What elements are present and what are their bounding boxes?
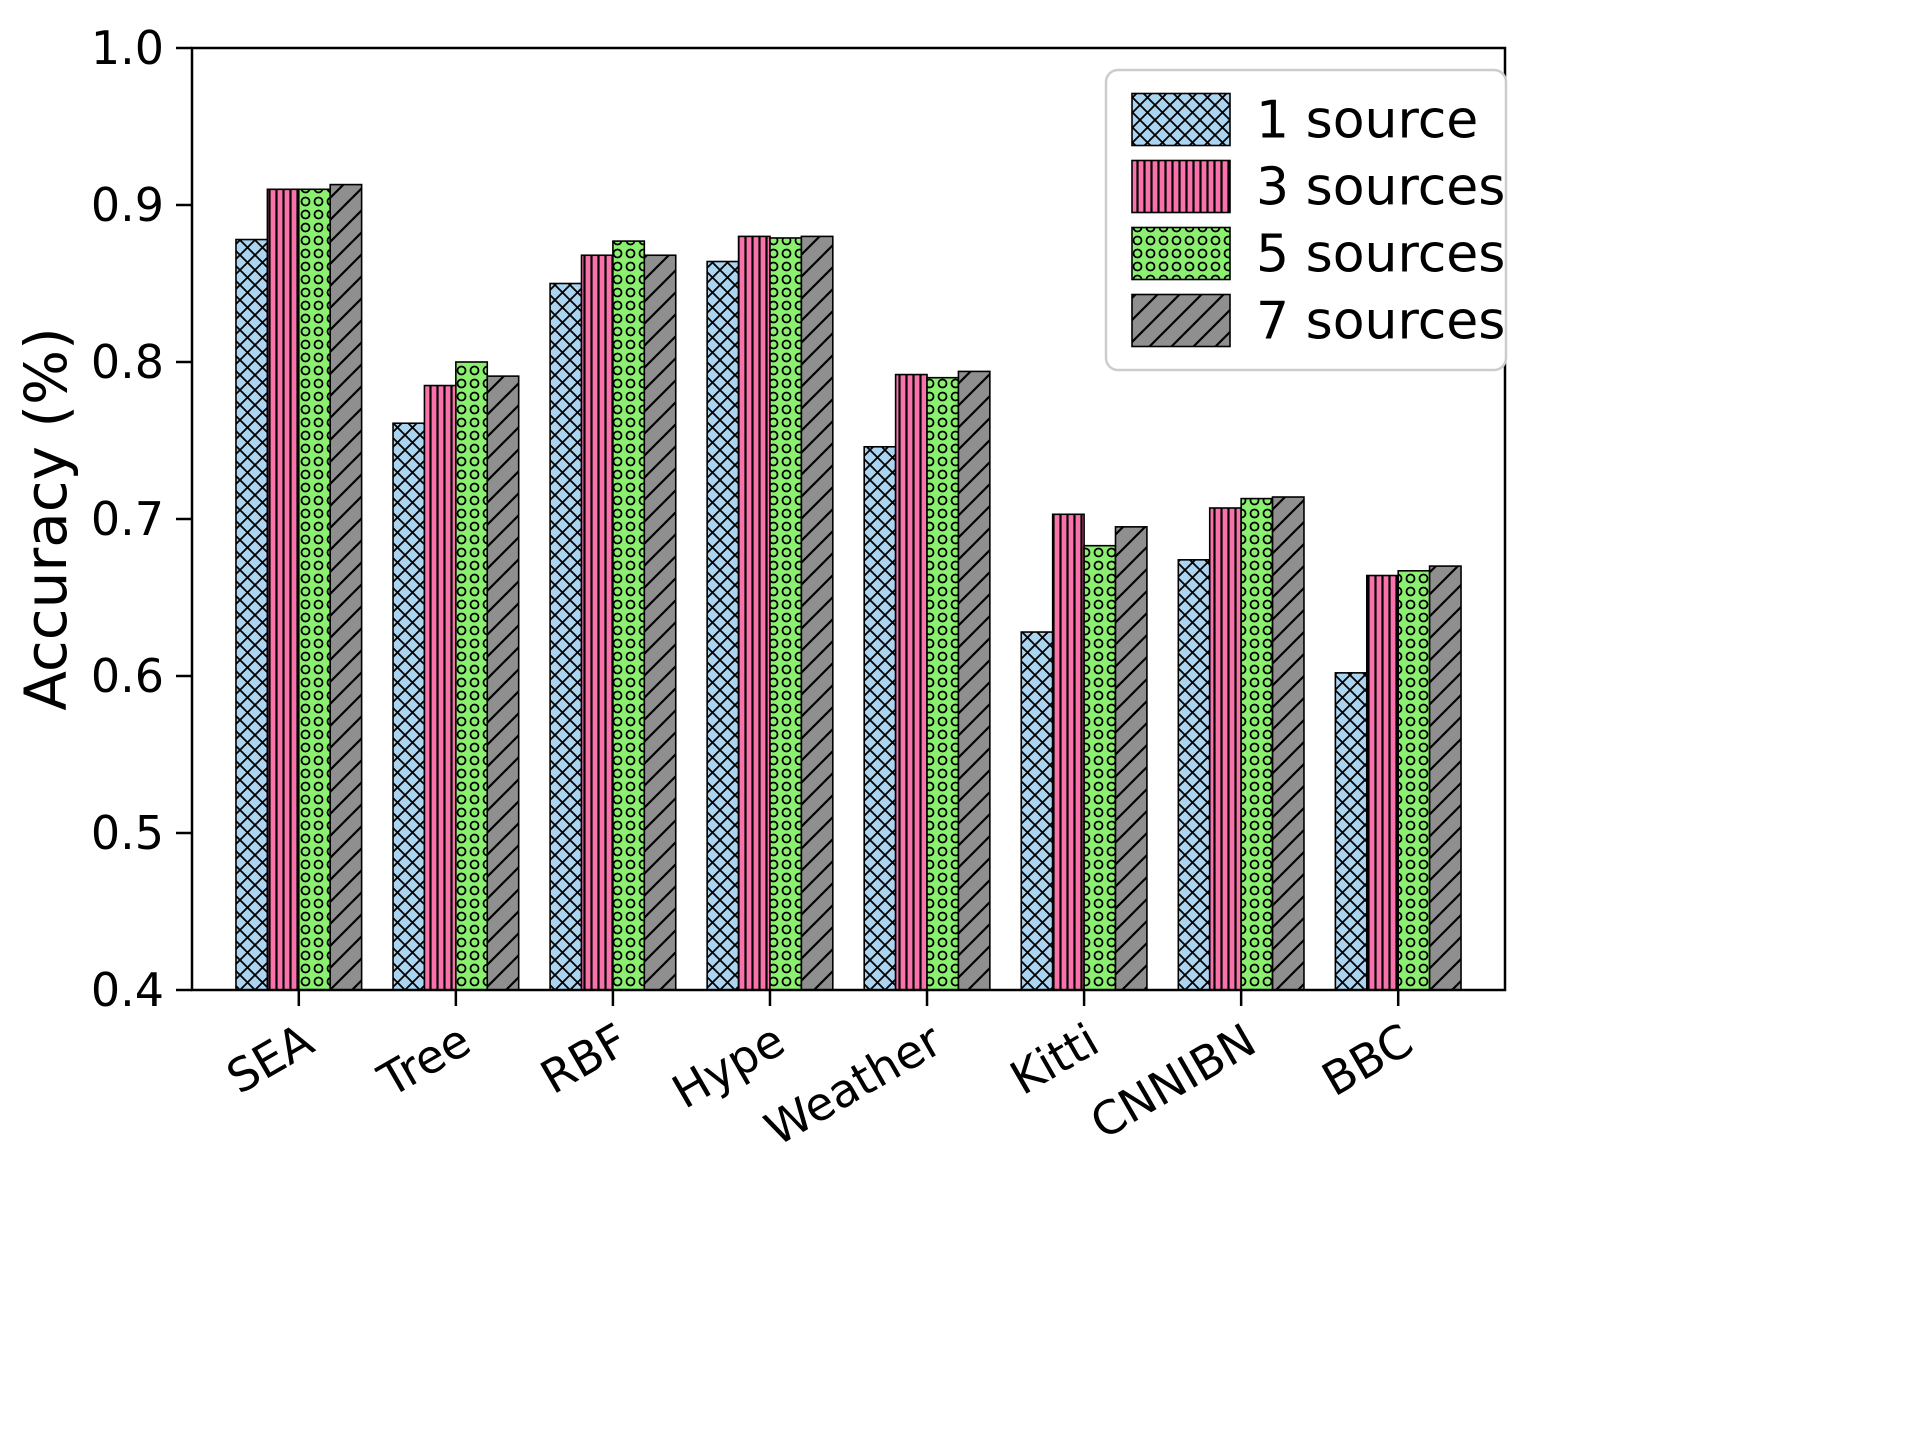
x-tick-label: Kitti (1001, 1013, 1108, 1106)
legend: 1 source 3 sources 5 sources 7 sources (1104, 68, 1508, 372)
bar-3-sources-Hype (737, 235, 771, 991)
bar-5-sources-SEA (297, 188, 332, 991)
bar-5-sources-BBC (1397, 570, 1431, 991)
bar-5-sources-Hype (769, 237, 803, 991)
bar-1-source-Weather (863, 445, 897, 991)
legend-label: 1 source (1256, 91, 1478, 151)
bar-7-sources-BBC (1428, 565, 1462, 991)
bar-3-sources-Kitti (1051, 513, 1085, 991)
bar-7-sources-Tree (486, 375, 520, 991)
bar-1-source-CNNIBN (1177, 559, 1211, 991)
x-tick-label: BBC (1313, 1013, 1422, 1107)
bar-7-sources-RBF (643, 254, 677, 991)
bar-3-sources-Tree (423, 384, 457, 991)
bar-5-sources-CNNIBN (1240, 497, 1274, 991)
bar-3-sources-Weather (894, 373, 928, 991)
bar-1-source-Hype (706, 260, 740, 991)
x-tick-label: Tree (368, 1013, 479, 1108)
bar-7-sources-Hype (800, 235, 834, 991)
y-tick-label: 1.0 (91, 21, 164, 75)
y-axis-label: Accuracy (%) (12, 327, 80, 711)
y-tick-label: 0.5 (91, 806, 164, 860)
y-tick-label: 0.7 (91, 492, 164, 546)
bar-5-sources-Weather (926, 376, 960, 991)
x-tick-label: Weather (756, 1013, 951, 1157)
legend-label: 7 sources (1256, 292, 1505, 352)
bar-1-source-BBC (1334, 672, 1368, 991)
legend-item-1-source: 1 source (1131, 91, 1478, 151)
bar-1-source-Tree (392, 422, 426, 991)
legend-item-7-sources: 7 sources (1131, 292, 1505, 352)
legend-item-3-sources: 3 sources (1131, 158, 1505, 218)
y-tick-label: 0.4 (91, 963, 164, 1017)
bar-7-sources-Weather (957, 370, 991, 991)
bars-layer (235, 183, 1462, 991)
legend-label: 3 sources (1256, 158, 1505, 218)
bar-5-sources-Kitti (1083, 544, 1117, 991)
bar-1-source-SEA (235, 238, 269, 991)
bar-1-source-RBF (549, 282, 583, 991)
bar-7-sources-SEA (329, 183, 363, 991)
bar-7-sources-CNNIBN (1271, 496, 1305, 991)
legend-item-5-sources: 5 sources (1131, 225, 1505, 285)
bar-5-sources-Tree (455, 361, 489, 991)
bar-3-sources-BBC (1365, 574, 1400, 991)
bar-3-sources-CNNIBN (1208, 507, 1242, 991)
bar-5-sources-RBF (612, 240, 646, 991)
legend-label: 5 sources (1256, 225, 1505, 285)
x-tick-label: SEA (218, 1012, 323, 1104)
bar-1-source-Kitti (1020, 631, 1054, 991)
x-tick-label: RBF (531, 1013, 636, 1105)
bar-7-sources-Kitti (1114, 526, 1148, 991)
y-tick-label: 0.6 (91, 649, 164, 703)
y-tick-label: 0.9 (91, 178, 164, 232)
x-tick-label: CNNIBN (1081, 1013, 1264, 1150)
bar-3-sources-RBF (580, 254, 614, 991)
y-tick-label: 0.8 (91, 335, 164, 389)
bar-3-sources-SEA (266, 188, 300, 991)
